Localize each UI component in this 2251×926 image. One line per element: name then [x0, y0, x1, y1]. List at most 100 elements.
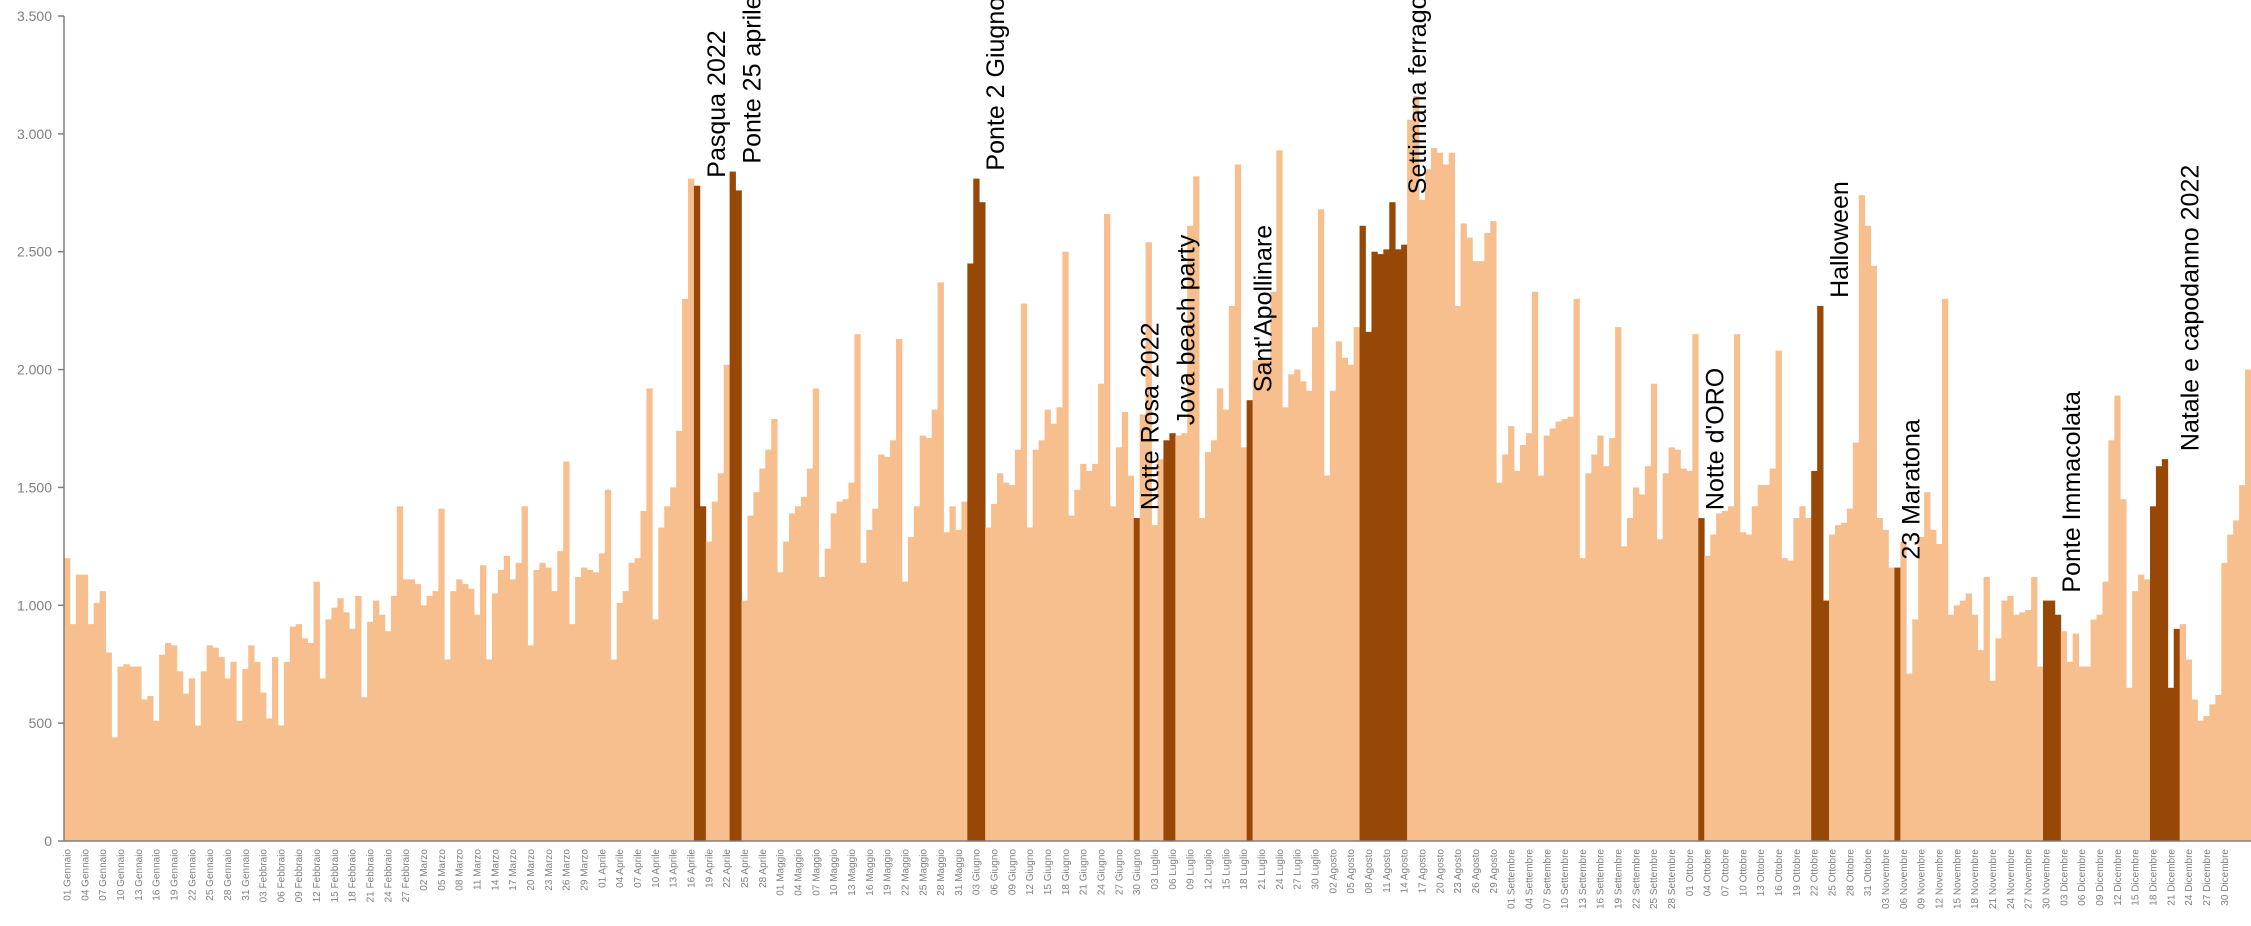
- bar: [1751, 506, 1759, 841]
- x-tick-label: 04 Settembre: [1524, 849, 1535, 909]
- bar: [1181, 433, 1188, 841]
- bar: [2078, 666, 2085, 841]
- bar: [1121, 412, 1129, 841]
- bar: [69, 624, 77, 841]
- bar: [2007, 595, 2014, 841]
- bar: [1502, 454, 1509, 841]
- x-tick-label: 31 Gennaio: [241, 849, 252, 901]
- bar: [420, 605, 427, 841]
- x-tick-label: 02 Marzo: [419, 849, 430, 891]
- y-axis: 0 500 1.000 1.500 2.000 2.500 3.000 3.500: [17, 8, 65, 849]
- bar: [682, 298, 689, 841]
- bar: [1609, 437, 1616, 841]
- x-tick-label: 01 Ottobre: [1685, 849, 1696, 897]
- bar: [266, 718, 273, 841]
- bar: [1585, 473, 1592, 841]
- x-tick-label: 06 Dicembre: [2077, 849, 2088, 906]
- x-tick-label: 28 Ottobre: [1845, 849, 1856, 897]
- bar: [1947, 614, 1955, 841]
- bar: [949, 506, 956, 841]
- x-tick-label: 01 Gennaio: [63, 849, 74, 901]
- x-tick-label: 08 Marzo: [455, 849, 466, 891]
- annotation-label: Sant'Apollinare: [1250, 225, 1278, 392]
- bar: [2108, 440, 2115, 841]
- bar: [717, 473, 725, 841]
- bar: [515, 562, 522, 841]
- x-tick-label: 06 Luglio: [1168, 849, 1179, 890]
- bar: [2084, 666, 2091, 841]
- bar: [848, 482, 855, 841]
- x-tick-label: 01 Settembre: [1507, 849, 1518, 909]
- y-tick-label: 2.000: [17, 362, 52, 378]
- bar: [1508, 426, 1515, 841]
- bar: [1597, 435, 1604, 841]
- bar: [1626, 518, 1634, 841]
- x-tick-label: 06 Giugno: [990, 849, 1001, 896]
- bar: [806, 468, 814, 841]
- bar: [1603, 466, 1610, 841]
- bar: [485, 659, 493, 841]
- x-tick-label: 07 Aprile: [633, 849, 644, 888]
- x-tick-label: 12 Febbraio: [312, 849, 323, 903]
- bar: [1074, 489, 1081, 841]
- bar: [1840, 522, 1848, 841]
- bar: [444, 659, 451, 841]
- bar: [2102, 581, 2109, 841]
- bar: [1876, 518, 1883, 841]
- bar: [1478, 261, 1485, 841]
- bar: [1728, 506, 1735, 841]
- x-tick-label: 31 Ottobre: [1863, 849, 1874, 897]
- bar-highlight: [1383, 249, 1390, 842]
- bar: [890, 440, 897, 841]
- bar: [1430, 148, 1438, 841]
- bar: [2197, 720, 2204, 841]
- bar: [1008, 485, 1016, 841]
- bar: [432, 591, 439, 841]
- x-tick-label: 31 Maggio: [954, 849, 965, 896]
- bar: [1151, 525, 1158, 841]
- bar: [2001, 600, 2008, 841]
- bar: [438, 508, 445, 841]
- bar: [307, 643, 314, 841]
- x-tick-label: 19 Aprile: [704, 849, 715, 888]
- bar: [1555, 421, 1562, 841]
- x-tick-label: 28 Maggio: [936, 849, 947, 896]
- bar: [919, 435, 927, 841]
- bar: [1579, 558, 1586, 841]
- x-tick-label: 03 Dicembre: [2059, 849, 2070, 906]
- bar: [1674, 449, 1681, 841]
- bar-highlight: [2054, 614, 2062, 841]
- x-tick-label: 24 Novembre: [2006, 849, 2017, 909]
- bar: [824, 548, 831, 841]
- bar-highlight: [967, 263, 974, 841]
- x-tick-label: 25 Ottobre: [1828, 849, 1839, 897]
- bar-highlight: [1894, 567, 1901, 841]
- x-tick-label: 24 Giugno: [1097, 849, 1108, 896]
- bar: [1799, 506, 1806, 841]
- x-tick-label: 06 Febbraio: [276, 849, 287, 903]
- bar: [1092, 463, 1099, 841]
- bar: [1068, 515, 1075, 841]
- annotation-label: Halloween: [1826, 181, 1854, 298]
- bar: [2114, 395, 2121, 841]
- x-tick-label: 15 Novembre: [1952, 849, 1963, 909]
- bar-highlight: [979, 202, 986, 841]
- bar: [1757, 485, 1765, 841]
- bar: [1056, 407, 1063, 841]
- y-tick-label: 3.500: [17, 8, 52, 24]
- bar: [1906, 673, 1913, 841]
- bar-highlight: [1371, 251, 1378, 841]
- bar: [2203, 716, 2210, 841]
- bar: [789, 513, 796, 841]
- bar: [283, 661, 291, 841]
- bar: [1222, 409, 1230, 841]
- x-tick-label: 04 Gennaio: [80, 849, 91, 901]
- bar: [224, 678, 231, 841]
- bar: [301, 638, 309, 841]
- x-tick-label: 10 Maggio: [829, 849, 840, 896]
- bar: [646, 388, 653, 841]
- bar: [1472, 261, 1479, 841]
- bar: [123, 664, 130, 841]
- bar: [569, 624, 576, 841]
